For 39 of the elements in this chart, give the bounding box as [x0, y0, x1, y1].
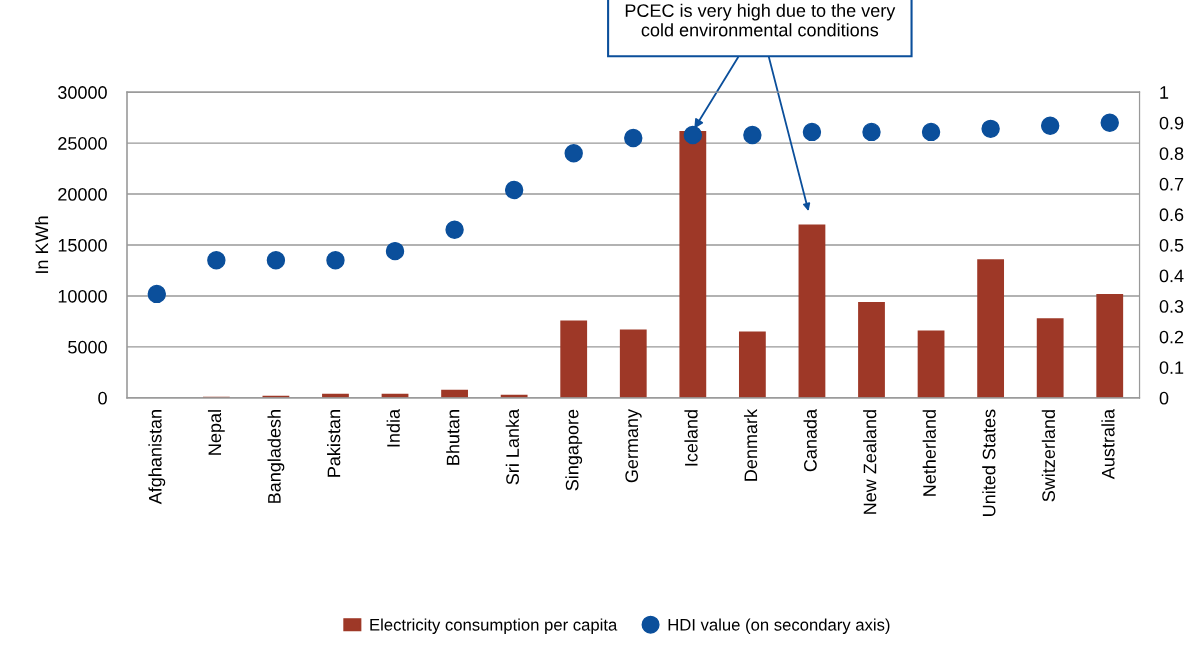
x-tick-label: Nepal — [207, 410, 225, 455]
x-tick-label: New Zealand — [863, 410, 877, 514]
y-axis-title: In KWh — [34, 216, 49, 273]
x-tick-label: Denmark — [743, 408, 758, 481]
x-tick-label: Canada — [803, 408, 817, 472]
y2-tick-label: 1 — [1160, 86, 1169, 99]
x-tick-label: Pakistan — [327, 410, 341, 477]
x-tick-label: United States — [982, 409, 996, 516]
x-tick-label: Germany — [625, 408, 642, 483]
y-tick-label: 20000 — [58, 187, 107, 201]
x-tick-label: Sri Lanka — [505, 408, 519, 485]
y2-tick-label: 0.4 — [1159, 269, 1184, 283]
y2-tick-label: 0.5 — [1159, 238, 1184, 252]
y2-tick-label: 0.6 — [1159, 208, 1184, 222]
y2-tick-label: 0.2 — [1159, 330, 1184, 344]
y-tick-label: 10000 — [58, 289, 107, 303]
y-tick-label: 30000 — [58, 86, 107, 99]
x-tick-label: Bangladesh — [267, 410, 285, 503]
y-tick-label: 25000 — [58, 137, 107, 150]
y-tick-label: 0 — [98, 391, 107, 405]
y2-tick-label: 0.3 — [1159, 300, 1184, 313]
annotation: PCEC is very high due to the very cold environmental conditions — [625, 3, 896, 37]
x-tick-label: Singapore — [565, 409, 583, 491]
y2-tick-label: 0.9 — [1159, 116, 1184, 130]
y-tick-label: 5000 — [68, 340, 107, 354]
x-tick-label: Australia — [1101, 408, 1115, 480]
x-tick-label: India — [386, 408, 400, 447]
legend-label: Electricity consumption per capita — [370, 618, 618, 634]
y2-tick-label: 0.1 — [1159, 361, 1184, 374]
y2-tick-label: 0.8 — [1159, 147, 1184, 161]
x-tick-label: Switzerland — [1041, 410, 1056, 502]
x-tick-label: Bhutan — [446, 410, 460, 465]
y2-tick-label: 0.7 — [1159, 177, 1184, 191]
x-tick-label: Afghanistan — [148, 410, 166, 505]
x-tick-label: Iceland — [684, 410, 698, 466]
y2-tick-label: 0 — [1159, 391, 1169, 405]
y-tick-label: 15000 — [58, 238, 107, 252]
legend-label: HDI value (on secondary axis) — [668, 618, 890, 634]
x-tick-label: Netherland — [922, 410, 936, 496]
